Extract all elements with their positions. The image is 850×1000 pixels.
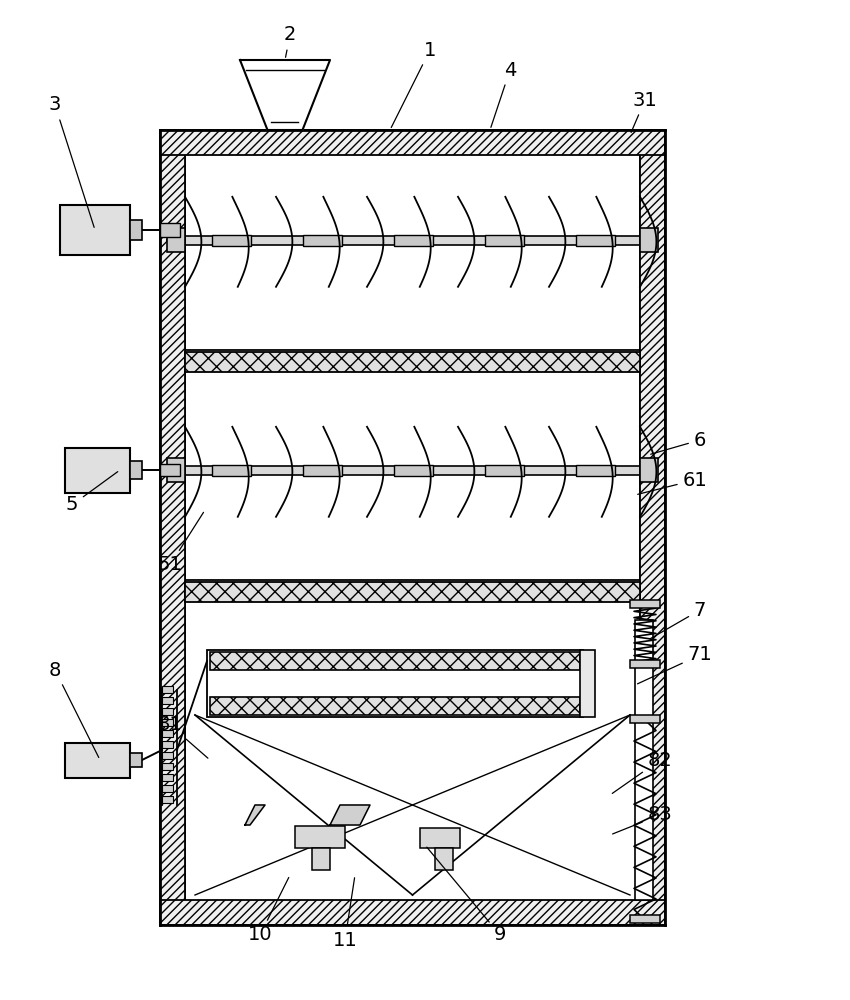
Bar: [185, 365, 640, 580]
Bar: [212, 464, 251, 476]
Text: 8: 8: [48, 660, 99, 758]
Bar: [162, 763, 173, 770]
Text: 31: 31: [631, 91, 657, 132]
Text: 82: 82: [612, 750, 672, 793]
Text: 7: 7: [650, 600, 706, 639]
Bar: [303, 234, 342, 245]
Bar: [162, 708, 173, 715]
Bar: [185, 582, 640, 602]
Bar: [162, 686, 173, 693]
Bar: [162, 697, 173, 704]
Bar: [162, 730, 173, 737]
Bar: [130, 461, 142, 479]
Bar: [210, 652, 580, 670]
Bar: [580, 650, 595, 717]
Text: 9: 9: [427, 847, 507, 944]
Text: 81: 81: [157, 716, 208, 758]
Bar: [640, 228, 658, 252]
Bar: [630, 660, 660, 668]
Bar: [212, 234, 251, 245]
Bar: [162, 752, 173, 759]
Bar: [185, 235, 640, 244]
Bar: [65, 742, 130, 778]
Bar: [160, 130, 185, 925]
Bar: [160, 130, 665, 155]
Bar: [167, 458, 185, 482]
Text: 11: 11: [332, 878, 357, 950]
Bar: [210, 652, 580, 670]
Text: 5: 5: [65, 472, 118, 514]
Bar: [162, 796, 173, 803]
Bar: [160, 223, 180, 237]
Bar: [635, 620, 653, 900]
Bar: [167, 228, 185, 252]
Bar: [162, 785, 173, 792]
Polygon shape: [330, 805, 370, 825]
Bar: [640, 130, 665, 925]
Bar: [130, 753, 142, 767]
Bar: [394, 464, 433, 476]
Text: 61: 61: [638, 471, 707, 494]
Text: 71: 71: [638, 646, 712, 684]
Polygon shape: [245, 805, 265, 825]
Bar: [60, 205, 130, 255]
Bar: [162, 719, 173, 726]
Text: 10: 10: [247, 877, 289, 944]
Bar: [640, 458, 658, 482]
Bar: [312, 848, 330, 870]
Text: 2: 2: [284, 25, 296, 57]
Bar: [630, 915, 660, 923]
Bar: [303, 464, 342, 476]
Bar: [207, 650, 583, 717]
Bar: [394, 234, 433, 245]
Bar: [185, 466, 640, 475]
Bar: [630, 600, 660, 608]
Bar: [485, 464, 524, 476]
Text: 6: 6: [650, 430, 706, 454]
Bar: [65, 448, 130, 492]
Bar: [160, 900, 665, 925]
Bar: [210, 697, 580, 715]
Bar: [576, 464, 615, 476]
Bar: [485, 234, 524, 245]
Bar: [295, 826, 345, 848]
Bar: [185, 595, 640, 925]
Bar: [160, 464, 180, 476]
Bar: [162, 741, 173, 748]
Bar: [162, 774, 173, 781]
Bar: [185, 352, 640, 372]
Bar: [185, 130, 640, 350]
Bar: [130, 220, 142, 240]
Bar: [185, 155, 640, 900]
Text: 4: 4: [491, 60, 516, 127]
Bar: [630, 715, 660, 723]
Bar: [210, 697, 580, 715]
Bar: [435, 848, 453, 870]
Text: 83: 83: [613, 806, 672, 834]
Polygon shape: [240, 60, 330, 130]
Text: 1: 1: [391, 40, 436, 128]
Text: 51: 51: [157, 512, 203, 574]
Text: 3: 3: [48, 96, 94, 227]
Bar: [576, 234, 615, 245]
Bar: [420, 828, 460, 848]
